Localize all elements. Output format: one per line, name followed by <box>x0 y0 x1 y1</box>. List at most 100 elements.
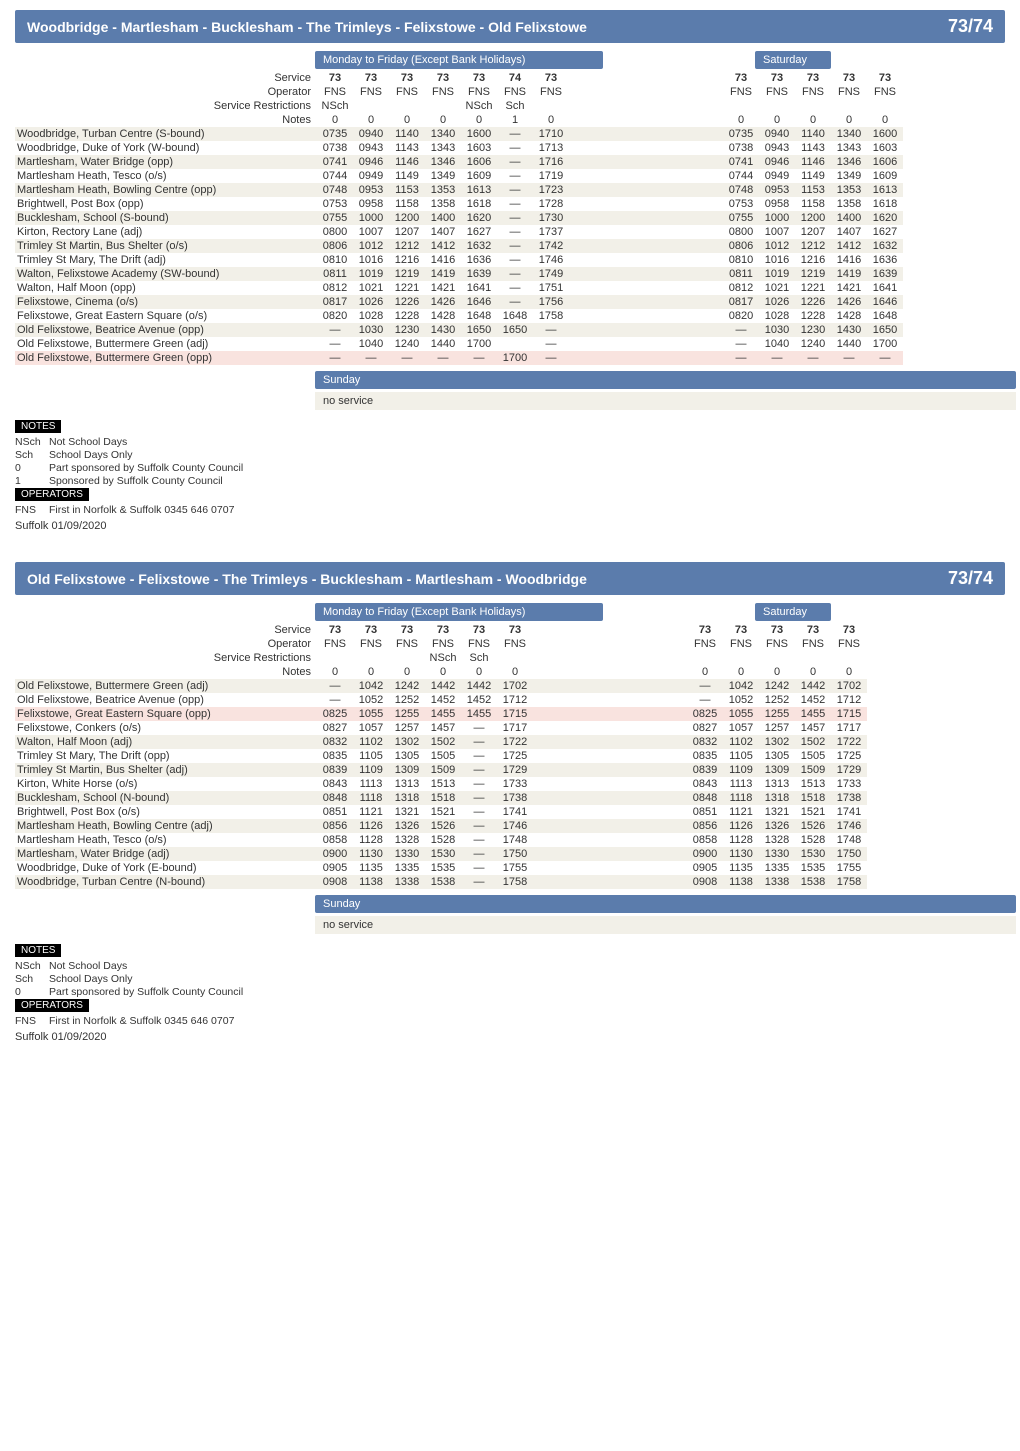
time-cell: — <box>389 351 425 365</box>
stop-name: Felixstowe, Conkers (o/s) <box>15 721 317 735</box>
header-cell <box>831 99 867 113</box>
time-cell: 1055 <box>353 707 389 721</box>
time-cell: 1153 <box>795 183 831 197</box>
time-cell: 0858 <box>317 833 353 847</box>
stop-name: Kirton, Rectory Lane (adj) <box>15 225 317 239</box>
time-cell: 1650 <box>867 323 903 337</box>
stop-row: Felixstowe, Conkers (o/s)082710571257145… <box>15 721 867 735</box>
time-cell: — <box>317 337 353 351</box>
time-cell: 1040 <box>353 337 389 351</box>
time-cell: 1639 <box>867 267 903 281</box>
stop-row: Felixstowe, Cinema (o/s)0817102612261426… <box>15 295 903 309</box>
time-cell: 1021 <box>759 281 795 295</box>
route-header: Woodbridge - Martlesham - Bucklesham - T… <box>15 10 1005 43</box>
footer-date: Suffolk 01/09/2020 <box>15 520 1005 532</box>
time-cell: 1440 <box>831 337 867 351</box>
time-cell: 1349 <box>831 169 867 183</box>
time-cell: 1632 <box>461 239 497 253</box>
time-cell: 1343 <box>831 141 867 155</box>
stop-row: Martlesham Heath, Tesco (o/s)07440949114… <box>15 169 903 183</box>
stop-row: Brightwell, Post Box (opp)07530958115813… <box>15 197 903 211</box>
header-row-operator: OperatorFNSFNSFNSFNSFNSFNSFNSFNSFNSFNSFN… <box>15 85 903 99</box>
header-cell: FNS <box>461 85 497 99</box>
header-cell: 73 <box>795 71 831 85</box>
time-cell: 0806 <box>317 239 353 253</box>
time-cell: — <box>795 351 831 365</box>
time-cell: 1353 <box>831 183 867 197</box>
time-cell: 1113 <box>723 777 759 791</box>
time-cell: — <box>759 351 795 365</box>
time-cell: 1340 <box>425 127 461 141</box>
note-text: Not School Days <box>49 960 127 972</box>
time-cell: 1200 <box>795 211 831 225</box>
header-cell: 73 <box>497 623 533 637</box>
time-cell: 1358 <box>425 197 461 211</box>
header-cell: Sch <box>497 99 533 113</box>
header-cell: 73 <box>723 623 759 637</box>
note-code: NSch <box>15 960 49 972</box>
time-cell: 0748 <box>723 183 759 197</box>
time-cell: 1021 <box>353 281 389 295</box>
header-cell <box>353 99 389 113</box>
time-cell: 0943 <box>353 141 389 155</box>
time-cell: 1746 <box>533 253 569 267</box>
time-cell: 0744 <box>317 169 353 183</box>
operator-line: FNSFirst in Norfolk & Suffolk 0345 646 0… <box>15 504 1005 516</box>
time-cell: 1118 <box>723 791 759 805</box>
route-header: Old Felixstowe - Felixstowe - The Trimle… <box>15 562 1005 595</box>
time-cell: 1026 <box>353 295 389 309</box>
time-cell: 1346 <box>425 155 461 169</box>
time-cell: 1430 <box>831 323 867 337</box>
time-cell: 0858 <box>687 833 723 847</box>
time-cell: 0741 <box>317 155 353 169</box>
time-cell: 1321 <box>759 805 795 819</box>
time-cell: — <box>497 295 533 309</box>
stop-name: Woodbridge, Duke of York (E-bound) <box>15 861 317 875</box>
time-cell: 1305 <box>759 749 795 763</box>
note-code: 0 <box>15 986 49 998</box>
time-cell: 1609 <box>867 169 903 183</box>
stop-name: Trimley St Mary, The Drift (opp) <box>15 749 317 763</box>
time-cell: 1641 <box>461 281 497 295</box>
time-cell: 1309 <box>389 763 425 777</box>
header-cell: NSch <box>425 651 461 665</box>
time-cell: 1627 <box>867 225 903 239</box>
stop-row: Old Felixstowe, Beatrice Avenue (opp)—10… <box>15 693 867 707</box>
time-cell: — <box>497 169 533 183</box>
time-cell: 1328 <box>759 833 795 847</box>
time-cell: 1016 <box>353 253 389 267</box>
stop-row: Felixstowe, Great Eastern Square (o/s)08… <box>15 309 903 323</box>
stop-row: Martlesham Heath, Tesco (o/s)08581128132… <box>15 833 867 847</box>
header-cell: 0 <box>353 665 389 679</box>
stop-row: Brightwell, Post Box (o/s)08511121132115… <box>15 805 867 819</box>
time-cell: 0856 <box>317 819 353 833</box>
time-cell: 1057 <box>723 721 759 735</box>
stop-row: Felixstowe, Great Eastern Square (opp)08… <box>15 707 867 721</box>
time-cell: 1230 <box>795 323 831 337</box>
time-cell: 0946 <box>353 155 389 169</box>
mon-fri-header: Monday to Friday (Except Bank Holidays) <box>315 51 603 69</box>
time-cell: 1502 <box>425 735 461 749</box>
note-line: 0Part sponsored by Suffolk County Counci… <box>15 462 1005 474</box>
header-cell: 0 <box>425 113 461 127</box>
time-cell: 0825 <box>687 707 723 721</box>
time-cell: — <box>831 351 867 365</box>
time-cell: 1738 <box>831 791 867 805</box>
sunday-header: Sunday <box>315 895 1016 913</box>
time-cell: 1725 <box>831 749 867 763</box>
time-cell: 0949 <box>353 169 389 183</box>
time-cell: 1648 <box>497 309 533 323</box>
footer-date: Suffolk 01/09/2020 <box>15 1031 1005 1043</box>
time-cell: 1738 <box>497 791 533 805</box>
time-cell: 1349 <box>425 169 461 183</box>
row-label: Service <box>15 623 317 637</box>
header-cell: FNS <box>497 85 533 99</box>
time-cell: 1452 <box>795 693 831 707</box>
time-cell: 1746 <box>831 819 867 833</box>
stop-name: Martlesham Heath, Tesco (o/s) <box>15 169 317 183</box>
time-cell: 1722 <box>497 735 533 749</box>
note-text: Not School Days <box>49 436 127 448</box>
time-cell: 1452 <box>425 693 461 707</box>
time-cell: 0827 <box>687 721 723 735</box>
header-cell: 0 <box>317 113 353 127</box>
